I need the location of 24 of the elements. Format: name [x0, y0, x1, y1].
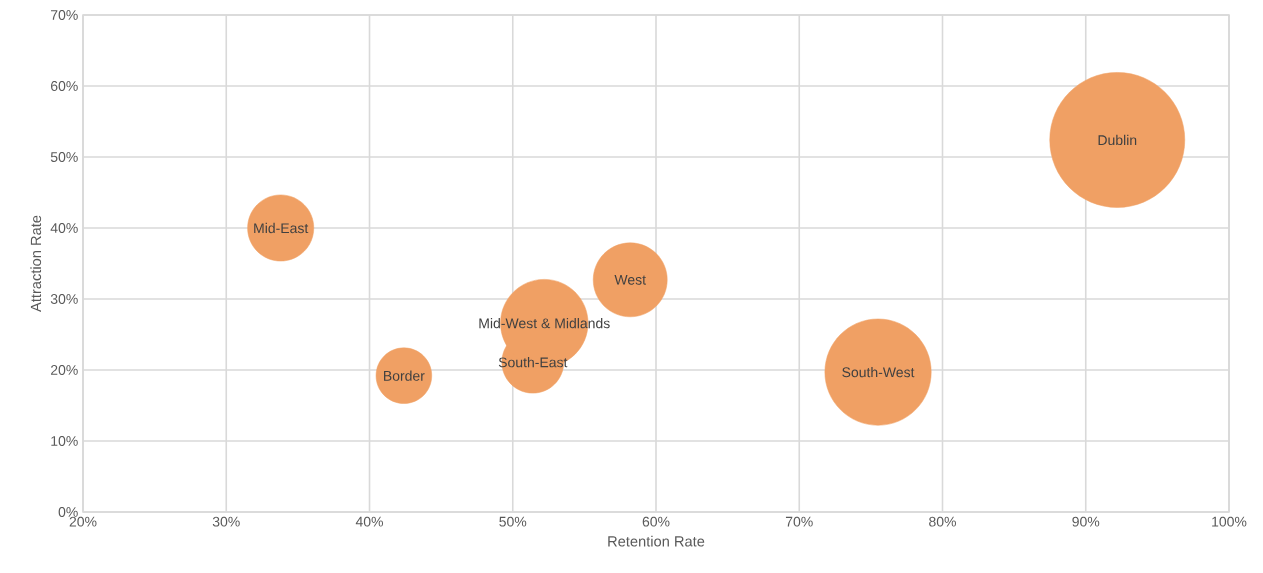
annotation: Dublin [1098, 134, 1137, 146]
y-tick-label: 30% [50, 294, 78, 304]
x-axis-title: Retention Rate [608, 535, 705, 547]
x-tick-label: 70% [785, 516, 813, 527]
y-tick-label: 0% [58, 507, 78, 517]
y-tick-label: 50% [50, 152, 78, 162]
x-tick-label: 100% [1212, 516, 1247, 527]
x-tick-label: 90% [1072, 516, 1100, 527]
x-tick-label: 30% [212, 516, 240, 527]
x-tick-label: 20% [69, 516, 97, 527]
y-tick-label: 10% [51, 436, 78, 446]
annotation: West [614, 274, 646, 285]
annotation: Mid-East [254, 222, 309, 234]
y-axis-title: Attraction Rate [30, 215, 42, 312]
x-tick-label: 80% [929, 516, 956, 527]
y-tick-label: 20% [50, 365, 78, 375]
annotation: Border [384, 370, 425, 381]
y-tick-label: 70% [50, 10, 78, 20]
y-tick-label: 60% [50, 81, 78, 91]
x-tick-label: 40% [355, 516, 384, 527]
x-tick-label: 60% [642, 516, 670, 527]
x-tick-label: 50% [499, 516, 527, 527]
y-tick-label: 40% [50, 223, 78, 233]
annotation: South-West [842, 366, 915, 378]
